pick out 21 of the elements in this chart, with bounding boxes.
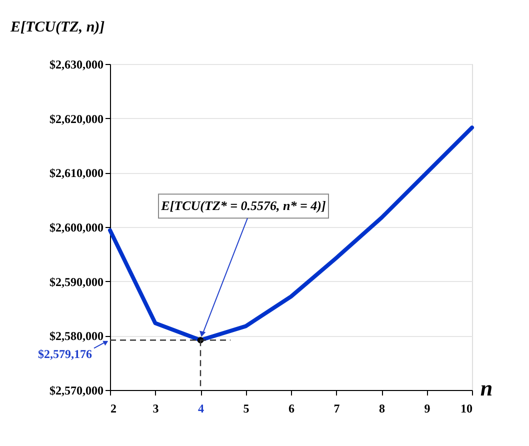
x-tick-label: 5 <box>243 402 250 416</box>
y-tick-label: $2,620,000 <box>50 112 104 126</box>
x-tick-label: 9 <box>424 402 430 416</box>
x-tick-label: 7 <box>334 402 340 416</box>
x-tick-label: 6 <box>288 402 294 416</box>
y-tick-label: $2,580,000 <box>50 329 104 344</box>
y-axis-title: E[TCU(TZ, n)] <box>10 20 105 36</box>
x-tick-label: 10 <box>460 402 472 416</box>
y-tick-label: $2,600,000 <box>50 220 104 234</box>
y-tick-label: $2,590,000 <box>50 274 104 289</box>
y-tick-label: $2,570,000 <box>50 384 104 398</box>
x-tick-label: 4 <box>198 402 204 416</box>
x-axis-title: n <box>480 376 493 400</box>
y-tick-label: $2,630,000 <box>50 58 104 72</box>
ref-line-label: $2,579,176 <box>38 347 92 362</box>
x-tick-label: 8 <box>379 402 385 416</box>
x-tick-label: 3 <box>152 402 159 416</box>
line-series <box>108 126 474 342</box>
annotation: E[TCU(TZ* = 0.5576, n* = 4)] <box>160 198 326 214</box>
x-tick-label: 2 <box>110 402 116 416</box>
y-tick-label: $2,610,000 <box>50 166 104 180</box>
